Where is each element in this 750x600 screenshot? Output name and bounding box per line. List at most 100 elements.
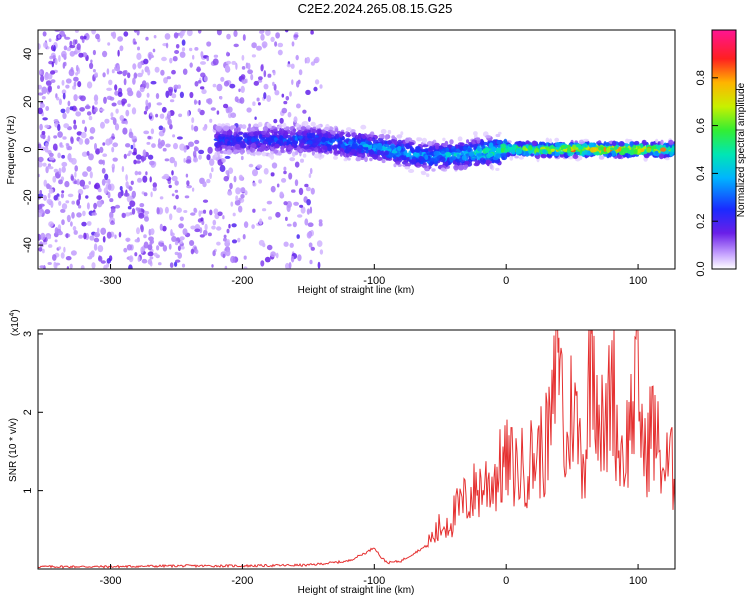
spectrogram-noise-point [110,112,114,118]
spectrogram-noise-point [149,112,153,117]
spectrogram-signal-point [641,139,647,146]
colorbar-tick-label: 0.0 [695,261,707,276]
spectrogram-noise-point [235,187,241,195]
spectrogram-noise-point [258,30,265,35]
spectrogram-noise-point [224,155,231,159]
spectrogram-noise-point [288,262,292,269]
spectrogram-signal-point [484,159,491,165]
spectrogram-noise-point [200,217,204,222]
spectrogram-signal-point [279,127,283,134]
spectrogram-y-tick-label: -40 [22,237,34,253]
spectrogram-signal-point [311,128,317,134]
spectrogram-signal-point [295,123,300,128]
spectrogram-noise-point [52,55,56,59]
spectrogram-signal-point [284,131,289,136]
spectrogram-noise-point [197,108,201,113]
spectrogram-signal-point [344,149,350,154]
spectrogram-noise-point [173,32,179,39]
spectrogram-noise-point [47,192,51,199]
spectrogram-noise-point [72,226,77,231]
spectrogram-noise-point [206,154,211,161]
spectrogram-signal-point [273,149,279,154]
spectrogram-noise-point [58,167,62,175]
spectrogram-noise-point [83,35,87,40]
spectrogram-signal-point [404,162,411,167]
spectrogram-noise-point [152,48,156,53]
spectrogram-signal-point [327,133,332,139]
spectrogram-noise-point [92,49,96,56]
spectrogram-noise-point [49,152,54,158]
spectrogram-signal-point [273,137,278,141]
spectrogram-noise-point [106,231,112,239]
spectrogram-signal-point [618,146,622,152]
spectrogram-noise-point [313,86,318,92]
spectrogram-signal-point [313,153,320,159]
spectrogram-signal-point [517,140,522,147]
spectrogram-noise-point [308,173,312,179]
spectrogram-noise-point [123,153,127,159]
spectrogram-noise-point [111,69,115,74]
spectrogram-noise-point [66,214,71,222]
spectrogram-signal-point [227,140,231,146]
spectrogram-signal-point [372,144,378,149]
spectrogram-noise-point [123,31,129,37]
spectrogram-noise-point [284,30,289,33]
spectrogram-noise-point [305,56,311,64]
spectrogram-noise-point [194,81,199,87]
spectrogram-noise-point [159,196,164,200]
spectrogram-noise-point [58,200,62,206]
spectrogram-noise-point [143,234,147,239]
spectrogram-noise-point [42,162,47,167]
spectrogram-noise-point [81,151,88,157]
spectrogram-noise-point [264,256,271,263]
spectrogram-noise-point [70,221,73,227]
spectrogram-noise-point [174,261,178,267]
spectrogram-noise-point [254,116,257,120]
spectrogram-noise-point [107,183,112,191]
spectrogram-signal-point [473,143,479,147]
spectrogram-noise-point [100,227,107,235]
spectrogram-noise-point [73,119,77,125]
spectrogram-signal-point [406,156,410,162]
spectrogram-noise-point [191,124,194,131]
spectrogram-signal-point [333,148,338,155]
spectrogram-signal-point [332,138,336,143]
spectrogram-noise-point [102,153,108,157]
spectrogram-noise-point [132,63,137,70]
spectrogram-noise-point [44,209,51,215]
colorbar-tick-label: 0.8 [695,70,707,85]
spectrogram-noise-point [199,227,203,234]
spectrogram-noise-point [252,101,256,106]
spectrogram-signal-point [609,147,615,151]
spectrogram-noise-point [138,212,145,219]
spectrogram-noise-point [192,150,197,158]
spectrogram-noise-point [166,76,171,80]
spectrogram-noise-point [89,171,93,179]
spectrogram-y-ticks: -40 -20 0 20 40 [22,48,43,253]
spectrogram-noise-point [39,190,42,195]
spectrogram-noise-point [213,54,219,58]
snr-x-ticks: -300 -200 -100 0 100 [100,564,647,587]
spectrogram-noise-point [64,36,71,40]
spectrogram-noise-point [85,32,89,37]
spectrogram-noise-point [238,174,243,181]
spectrogram-noise-point [42,117,48,121]
spectrogram-noise-point [173,160,178,168]
spectrogram-noise-point [283,170,287,175]
spectrogram-noise-point [199,234,205,238]
spectrogram-noise-point [181,263,186,268]
spectrogram-noise-point [50,200,54,208]
spectrogram-noise-point [86,202,90,210]
spectrogram-noise-point [142,175,148,183]
spectrogram-signal-point [338,140,343,145]
spectrogram-noise-point [50,79,56,83]
spectrogram-noise-point [112,157,118,162]
spectrogram-noise-point [62,92,66,100]
spectrogram-signal-point [440,167,446,172]
spectrogram-noise-point [305,89,311,95]
spectrogram-signal-point [550,148,555,152]
spectrogram-signal-point [535,152,539,156]
spectrogram-noise-point [229,83,236,89]
spectrogram-noise-point [75,64,79,72]
spectrogram-noise-point [169,57,173,64]
